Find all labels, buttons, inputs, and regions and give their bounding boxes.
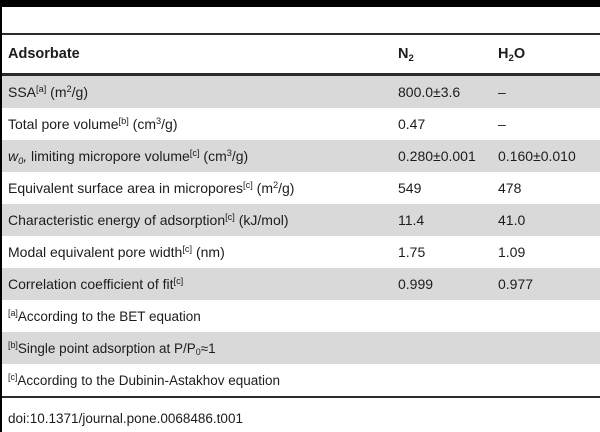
text-part: [b]	[118, 116, 129, 127]
table-row: Modal equivalent pore width[c] (nm) 1.75 1…	[0, 236, 600, 268]
column-header-n2: N2	[398, 46, 498, 64]
text-part: [a]	[8, 307, 18, 318]
h2o-value-cell: 0.160±0.010	[498, 148, 576, 164]
text-part: Characteristic energy of adsorption	[8, 212, 226, 228]
text-part: Adsorbate	[8, 46, 80, 62]
table-header-row: Adsorbate N2 H2O	[0, 35, 600, 73]
footnote-text: [a]According to the BET equation	[8, 307, 600, 324]
text-part: 2	[66, 84, 72, 95]
text-part: (cm	[128, 116, 157, 132]
table-bottom-rule	[0, 396, 600, 398]
text-part: SSA	[8, 84, 37, 100]
table-top-border	[0, 0, 600, 7]
header-top-rule	[0, 33, 600, 35]
text-part: [a]	[36, 84, 47, 95]
header-bottom-rule	[0, 73, 600, 76]
text-part: N	[398, 46, 409, 62]
text-part: 3	[226, 148, 232, 159]
text-part: Equivalent surface area in micropores	[8, 180, 244, 196]
n2-value-cell: 549	[398, 180, 422, 196]
text-part: 2	[272, 180, 279, 191]
column-header-adsorbate: Adsorbate	[8, 46, 398, 62]
text-part: limiting micropore volume	[27, 148, 190, 164]
text-part: O	[513, 46, 526, 62]
text-part: 2	[408, 52, 414, 64]
text-part: 3	[156, 116, 162, 127]
n2-value-cell: 1.75	[398, 244, 426, 260]
table-row: Total pore volume[b] (cm3/g) 0.47–	[0, 108, 600, 140]
table-row: Characteristic energy of adsorption[c] (…	[0, 204, 600, 236]
row-label: Modal equivalent pore width[c] (nm)	[8, 244, 398, 260]
h2o-value-cell: –	[498, 84, 506, 100]
column-header-h2o: H2O	[498, 46, 600, 64]
text-part: (nm)	[192, 244, 225, 260]
table-row: Equivalent surface area in micropores[c]…	[0, 172, 600, 204]
footnote: [b]Single point adsorption at P/P0≈1	[0, 332, 600, 364]
text-part: (cm	[199, 148, 227, 164]
text-part: Correlation coefficient of fit	[8, 276, 174, 292]
table-row: w0, limiting micropore volume[c] (cm3/g)…	[0, 140, 600, 172]
doi-text: doi:10.1371/journal.pone.0068486.t001	[8, 411, 243, 426]
text-part: [c]	[225, 212, 235, 223]
row-label: Correlation coefficient of fit[c]	[8, 276, 398, 292]
n2-value-cell: 0.47	[398, 116, 426, 132]
text-part: Total pore volume	[8, 116, 119, 132]
text-part: /g)	[161, 116, 178, 132]
footnote-text: [b]Single point adsorption at P/P0≈1	[8, 339, 600, 357]
text-part: Single point adsorption at P/P	[17, 340, 196, 356]
text-part: [c]	[243, 180, 253, 191]
text-part: /g)	[231, 148, 249, 164]
top-spacer	[0, 7, 600, 33]
row-label: Equivalent surface area in micropores[c]…	[8, 180, 398, 196]
text-part: [c]	[189, 148, 200, 159]
text-part: 0	[18, 155, 24, 166]
text-part: (kJ/mol)	[234, 212, 289, 228]
text-part: [c]	[173, 276, 184, 287]
h2o-value-cell: –	[498, 116, 506, 132]
footnote: [a]According to the BET equation	[0, 300, 600, 332]
text-part: H	[498, 46, 509, 62]
n2-value-cell: 0.280±0.001	[398, 148, 476, 164]
table-row: SSA[a] (m2/g) 800.0±3.6–	[0, 76, 600, 108]
text-part: [b]	[8, 339, 18, 350]
text-part: w	[8, 148, 19, 164]
table-body: SSA[a] (m2/g) 800.0±3.6– Total pore volume…	[0, 76, 600, 300]
text-part: 0	[195, 346, 201, 357]
text-part: ,	[23, 148, 28, 164]
h2o-value-cell: 478	[498, 180, 522, 196]
text-part: ≈1	[200, 340, 216, 356]
n2-value-cell: 800.0±3.6	[398, 84, 461, 100]
text-part: /g)	[278, 180, 295, 196]
text-part: (m	[252, 180, 273, 196]
n2-value-cell: 11.4	[398, 212, 425, 228]
footnote: [c]According to the Dubinin-Astakhov equ…	[0, 364, 600, 396]
text-part: According to the BET equation	[17, 308, 201, 324]
footnote-text: [c]According to the Dubinin-Astakhov equ…	[8, 371, 600, 388]
text-part: 2	[508, 52, 514, 64]
row-label: SSA[a] (m2/g)	[8, 84, 398, 100]
h2o-value-cell: 41.0	[498, 212, 526, 228]
text-part: [c]	[8, 371, 18, 382]
text-part: (m	[46, 84, 67, 100]
text-part: Modal equivalent pore width	[8, 244, 183, 260]
n2-value-cell: 0.999	[398, 276, 434, 292]
table-row: Correlation coefficient of fit[c] 0.999 0.…	[0, 268, 600, 300]
text-part: According to the Dubinin-Astakhov equati…	[17, 372, 281, 388]
footnotes-section: [a]According to the BET equation [b]Singl…	[0, 300, 600, 396]
table-left-border	[0, 0, 2, 432]
text-part: /g)	[71, 84, 88, 100]
row-label: Total pore volume[b] (cm3/g)	[8, 116, 398, 132]
row-label: Characteristic energy of adsorption[c] (…	[8, 212, 398, 228]
row-label: w0, limiting micropore volume[c] (cm3/g)	[8, 148, 398, 166]
h2o-value-cell: 0.977	[498, 276, 534, 292]
h2o-value-cell: 1.09	[498, 244, 526, 260]
text-part: [c]	[182, 244, 193, 255]
